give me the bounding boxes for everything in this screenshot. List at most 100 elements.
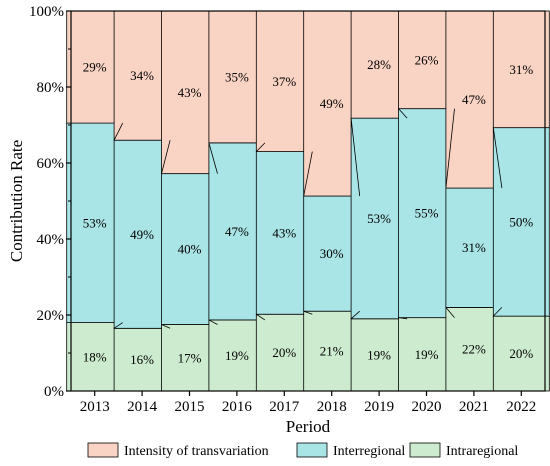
legend: Intensity of transvariation Interregional… xyxy=(87,442,518,459)
connector-line xyxy=(445,307,455,318)
bar-intensity-of-transvariation-2019 xyxy=(350,10,408,119)
data-label: 43% xyxy=(272,225,296,240)
bar-intraregional-2022 xyxy=(492,315,550,392)
bar-intensity-of-transvariation-2018 xyxy=(303,10,361,197)
data-label: 31% xyxy=(462,240,486,255)
bar-intraregional-2019 xyxy=(350,318,408,392)
y-tick-label: 20% xyxy=(37,308,65,324)
data-label: 29% xyxy=(83,60,107,75)
bar-intraregional-2018 xyxy=(303,310,361,392)
connector-line xyxy=(350,118,361,197)
connector-line xyxy=(161,324,171,329)
data-label: 20% xyxy=(509,346,533,361)
bar-intraregional-2013 xyxy=(66,322,124,392)
x-tick-label: 2018 xyxy=(317,399,347,415)
x-tick-label: 2020 xyxy=(412,399,442,415)
x-tick-label: 2022 xyxy=(506,399,536,415)
connector-line xyxy=(398,108,408,119)
legend-swatch-interregional xyxy=(296,442,328,458)
x-tick-label: 2016 xyxy=(222,399,253,415)
bar-intraregional-2016 xyxy=(208,319,266,392)
data-label: 16% xyxy=(130,352,154,367)
connector-line xyxy=(208,142,218,174)
data-label: 18% xyxy=(83,349,107,364)
bars-layer xyxy=(66,10,550,392)
connector-line xyxy=(113,122,124,141)
bar-intensity-of-transvariation-2017 xyxy=(255,10,313,153)
data-label: 47% xyxy=(462,92,486,107)
data-label: 34% xyxy=(130,68,154,83)
y-tick-label: 80% xyxy=(37,80,65,96)
connector-line xyxy=(208,319,218,325)
data-label: 19% xyxy=(367,347,391,362)
bar-interregional-2018 xyxy=(303,195,361,312)
data-label: 28% xyxy=(367,57,391,72)
bar-intensity-of-transvariation-2014 xyxy=(113,10,171,141)
y-tick-label: 40% xyxy=(37,232,65,248)
y-axis-title: Contribution Rate xyxy=(7,140,26,262)
legend-label: Interregional xyxy=(333,444,405,459)
data-label: 17% xyxy=(178,350,202,365)
legend-label: Intraregional xyxy=(446,444,518,459)
connector-line xyxy=(493,307,503,317)
data-labels: 18% 53% 29% 16% 49% 34% 17% 40% 43% 19% 47% 35% 20% 4… xyxy=(83,52,534,367)
x-tick-label: 2021 xyxy=(459,399,489,415)
connector-line xyxy=(398,317,408,320)
y-tick-label: 60% xyxy=(37,156,65,172)
bar-intensity-of-transvariation-2015 xyxy=(161,10,218,175)
bar-interregional-2013 xyxy=(66,122,124,323)
bar-intensity-of-transvariation-2021 xyxy=(445,10,503,189)
data-label: 50% xyxy=(509,214,533,229)
data-label: 20% xyxy=(272,345,296,360)
data-label: 30% xyxy=(320,246,344,261)
legend-swatch-intensity-of-transvariation xyxy=(87,442,119,458)
connector-line xyxy=(256,313,266,321)
legend-swatch-intraregional xyxy=(409,442,441,458)
x-axis-title: Period xyxy=(286,417,331,436)
data-label: 26% xyxy=(415,52,439,67)
bar-interregional-2014 xyxy=(113,139,171,329)
connector-line xyxy=(161,140,171,174)
bar-interregional-2020 xyxy=(398,108,455,319)
data-label: 47% xyxy=(225,224,249,239)
x-tick-label: 2015 xyxy=(175,399,205,415)
x-tick-label: 2017 xyxy=(269,399,300,415)
data-label: 49% xyxy=(130,227,154,242)
connector-line xyxy=(350,310,360,320)
bar-intraregional-2014 xyxy=(113,327,171,392)
x-tick-label: 2014 xyxy=(127,399,158,415)
data-label: 43% xyxy=(178,85,202,100)
bar-intraregional-2021 xyxy=(445,306,503,392)
connector-line xyxy=(492,127,503,189)
connector-line xyxy=(256,142,266,152)
data-label: 53% xyxy=(367,211,391,226)
data-label: 22% xyxy=(462,342,486,357)
axes: 0% 20% 40% 60% 80% 100% 2013 2014 2015 2016 2017 20… xyxy=(29,4,536,415)
bar-intensity-of-transvariation-2022 xyxy=(492,10,550,129)
data-label: 55% xyxy=(415,206,439,221)
connector-line xyxy=(113,322,123,329)
connector-line xyxy=(303,310,313,315)
bar-interregional-2022 xyxy=(492,127,550,317)
bar-intraregional-2017 xyxy=(255,313,313,392)
y-tick-label: 0% xyxy=(44,384,64,400)
legend-label: Intensity of transvariation xyxy=(124,444,269,459)
data-label: 19% xyxy=(415,347,439,362)
connector-line xyxy=(303,151,313,197)
data-label: 40% xyxy=(178,242,202,257)
y-tick-label: 100% xyxy=(29,4,64,20)
connector-line xyxy=(445,108,455,189)
data-label: 53% xyxy=(83,215,107,230)
data-label: 37% xyxy=(272,74,296,89)
bar-intensity-of-transvariation-2016 xyxy=(208,10,266,144)
data-label: 35% xyxy=(225,69,249,84)
data-label: 19% xyxy=(225,348,249,363)
data-label: 21% xyxy=(320,344,344,359)
bar-interregional-2019 xyxy=(350,117,408,320)
connector-lines xyxy=(113,108,503,329)
x-tick-label: 2019 xyxy=(364,399,394,415)
bar-interregional-2015 xyxy=(161,173,218,325)
data-label: 31% xyxy=(509,62,533,77)
x-tick-label: 2013 xyxy=(80,399,110,415)
